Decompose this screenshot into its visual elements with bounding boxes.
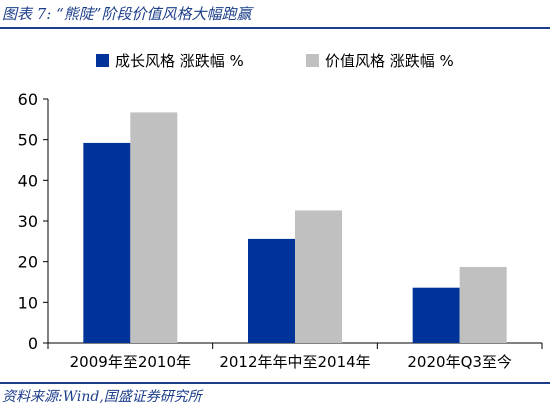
bar-chart: 成长风格 涨跌幅 % 价值风格 涨跌幅 % 0 10 20 30 40 50 60 2009年至… [18,52,543,371]
chart-legend: 成长风格 涨跌幅 % 价值风格 涨跌幅 % [96,52,454,70]
x-tick-label: 2009年至2010年 [70,353,191,371]
chart-axes: 0 10 20 30 40 50 60 2009年至2010年 2012年年中至2014年 202… [18,90,543,371]
y-tick-label: 40 [18,171,38,190]
bar-value [295,210,342,343]
bar-growth [248,238,295,343]
y-tick-label: 30 [18,212,38,231]
chart-bars [83,112,507,343]
legend-label: 成长风格 涨跌幅 % [115,52,244,70]
bar-growth [83,142,131,343]
y-tick-label: 60 [18,90,38,109]
y-tick-label: 10 [18,293,38,312]
y-tick-label: 0 [28,334,38,353]
legend-swatch [96,54,109,67]
legend-swatch [306,54,319,67]
x-tick-label: 2012年年中至2014年 [219,353,370,371]
legend-label: 价值风格 涨跌幅 % [325,52,454,70]
figure-title: 图表 7: “熊陡”阶段价值风格大幅跑赢 [2,5,252,23]
source-rule [0,382,550,384]
bar-value [130,112,178,343]
x-tick-label: 2020年Q3至今 [407,353,512,371]
bar-growth [412,287,460,343]
y-tick-label: 20 [18,253,38,272]
title-rule [0,27,550,29]
y-tick-label: 50 [18,131,38,150]
bar-value [459,266,507,343]
source-note: 资料来源:Wind,国盛证券研究所 [2,389,202,405]
